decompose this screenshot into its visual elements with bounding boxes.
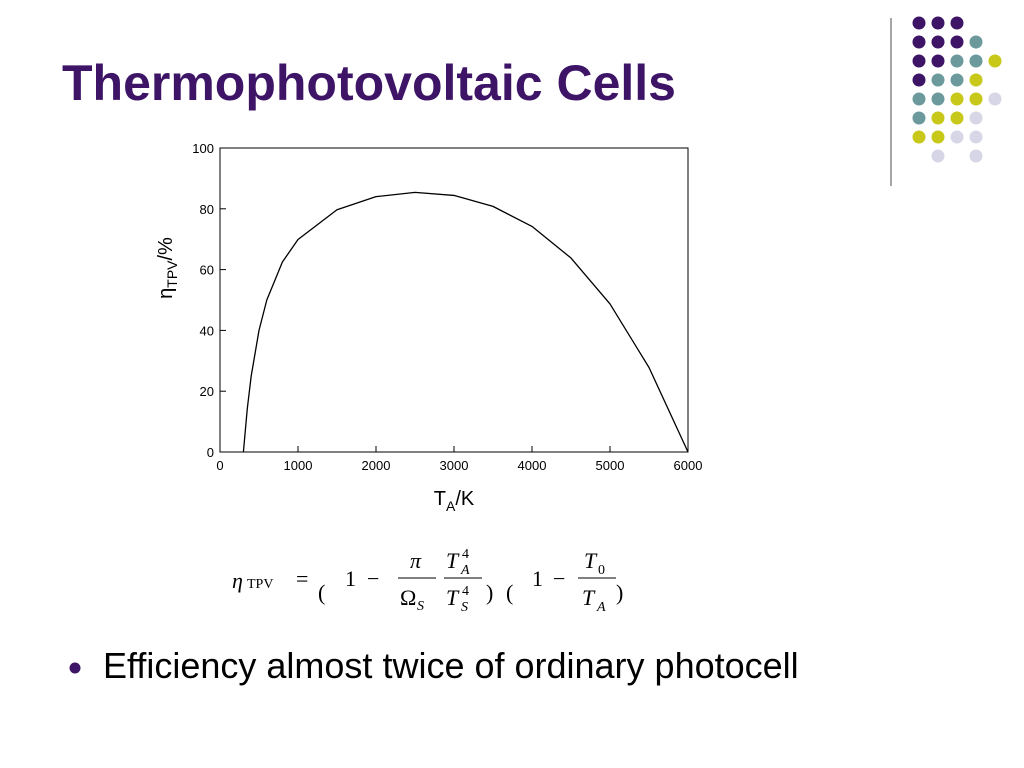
dot <box>988 54 1002 68</box>
y-tick-label: 100 <box>192 141 214 156</box>
f-t: T <box>582 585 596 610</box>
y-tick-label: 40 <box>200 323 214 338</box>
f-minus: − <box>553 566 565 591</box>
x-label-symbol: T <box>434 488 446 510</box>
f-sub: 0 <box>598 563 605 578</box>
dot <box>912 54 926 68</box>
f-one: 1 <box>345 566 356 591</box>
dot <box>988 92 1002 106</box>
dot <box>950 111 964 125</box>
y-tick-label: 0 <box>207 445 214 460</box>
slide-title: Thermophotovoltaic Cells <box>62 55 676 111</box>
f-sub: S <box>417 599 424 614</box>
plot-frame <box>219 147 689 453</box>
y-label-unit: /% <box>155 237 177 261</box>
f-t: T <box>446 548 460 573</box>
dot <box>950 16 964 30</box>
f-minus: − <box>367 566 379 591</box>
chart: 0 1000 2000 3000 4000 5000 6000 0 20 40 60 80 100 <box>192 141 702 473</box>
decoration <box>912 16 1002 163</box>
dot <box>931 73 945 87</box>
f-paren: ( <box>506 580 513 605</box>
f-eta: η <box>232 568 243 593</box>
dot <box>969 111 983 125</box>
x-tick-label: 5000 <box>596 458 625 473</box>
dot <box>912 16 926 30</box>
dot <box>969 54 983 68</box>
dot <box>950 73 964 87</box>
formula: η TPV = ( 1 − π Ω S T A 4 T S 4 ) ( 1 − … <box>232 547 623 615</box>
dot <box>969 149 983 163</box>
f-eta-sub: TPV <box>247 577 273 592</box>
dot <box>969 35 983 49</box>
f-t: T <box>446 585 460 610</box>
y-label-symbol: η <box>155 288 177 299</box>
dot <box>912 130 926 144</box>
f-one: 1 <box>532 566 543 591</box>
f-paren: ) <box>616 580 623 605</box>
dot <box>931 130 945 144</box>
data-line <box>242 191 689 453</box>
f-sub: A <box>596 600 606 615</box>
x-tick-label: 3000 <box>440 458 469 473</box>
y-tick-label: 60 <box>200 263 214 278</box>
f-sub: S <box>461 600 468 615</box>
f-exp: 4 <box>462 584 469 599</box>
x-tick-label: 1000 <box>284 458 313 473</box>
x-axis-label: TA/K <box>434 488 475 514</box>
x-label-sub: A <box>446 498 456 514</box>
x-tick-label: 4000 <box>518 458 547 473</box>
bullet-text: Efficiency almost twice of ordinary phot… <box>103 645 799 686</box>
f-omega: Ω <box>400 585 416 610</box>
dot <box>931 54 945 68</box>
f-t: T <box>584 548 598 573</box>
dot <box>931 92 945 106</box>
f-sub: A <box>460 563 470 578</box>
dot <box>912 92 926 106</box>
f-paren: ) <box>486 580 493 605</box>
dot <box>931 35 945 49</box>
x-tick-label: 2000 <box>362 458 391 473</box>
dot <box>912 73 926 87</box>
y-tick-label: 20 <box>200 384 214 399</box>
y-label-sub: TPV <box>164 260 180 288</box>
f-eq: = <box>296 566 308 591</box>
dot <box>931 111 945 125</box>
x-label-unit: /K <box>455 488 475 510</box>
dot <box>950 92 964 106</box>
f-exp: 4 <box>462 547 469 562</box>
dot <box>931 149 945 163</box>
dot <box>912 111 926 125</box>
y-axis-label: ηTPV/% <box>155 237 180 299</box>
dot <box>969 92 983 106</box>
dot <box>950 130 964 144</box>
f-pi: π <box>410 548 422 573</box>
dot <box>931 16 945 30</box>
y-tick-label: 80 <box>200 202 214 217</box>
dot <box>969 73 983 87</box>
dot <box>950 54 964 68</box>
dot <box>912 35 926 49</box>
x-tick-label: 6000 <box>674 458 703 473</box>
f-paren: ( <box>318 580 325 605</box>
dot <box>969 130 983 144</box>
dot <box>950 35 964 49</box>
bullet-dot <box>69 662 81 674</box>
x-tick-label: 0 <box>216 458 223 473</box>
